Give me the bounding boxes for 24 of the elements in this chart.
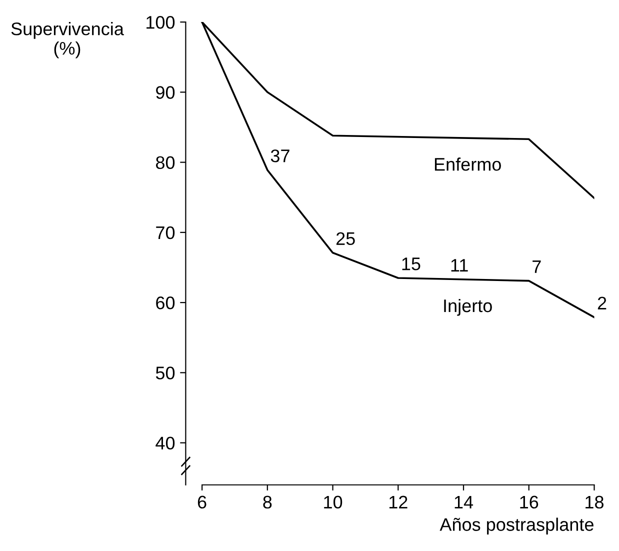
annotation: 11 (451, 259, 468, 272)
x-tick-label: 14 (454, 496, 474, 508)
y-axis-title: Supervivencia (%) (11, 22, 124, 58)
annotation: 15 (402, 258, 420, 270)
y-tick-label: 40 (156, 436, 175, 450)
y-tick-label: 100 (146, 16, 175, 29)
x-axis-title: Años postrasplante (440, 518, 594, 535)
y-tick-label: 60 (156, 296, 175, 310)
annotation: 25 (336, 232, 355, 246)
annotation: 37 (270, 149, 290, 162)
annotation: 7 (532, 260, 541, 273)
y-tick-label: 90 (156, 86, 175, 99)
y-tick-label: 70 (156, 226, 175, 240)
y-tick-label: 50 (156, 366, 175, 380)
x-tick-label: 18 (586, 496, 604, 509)
x-tick-label: 8 (263, 496, 272, 509)
series-label: Enfermo (434, 158, 501, 171)
x-tick-label: 6 (198, 496, 206, 509)
x-tick-label: 12 (389, 496, 408, 508)
annotation: 2 (598, 296, 606, 310)
x-tick-label: 10 (324, 496, 342, 509)
y-tick-label: 80 (156, 156, 175, 170)
series-label: Injerto (444, 298, 492, 316)
x-tick-label: 16 (520, 496, 538, 509)
